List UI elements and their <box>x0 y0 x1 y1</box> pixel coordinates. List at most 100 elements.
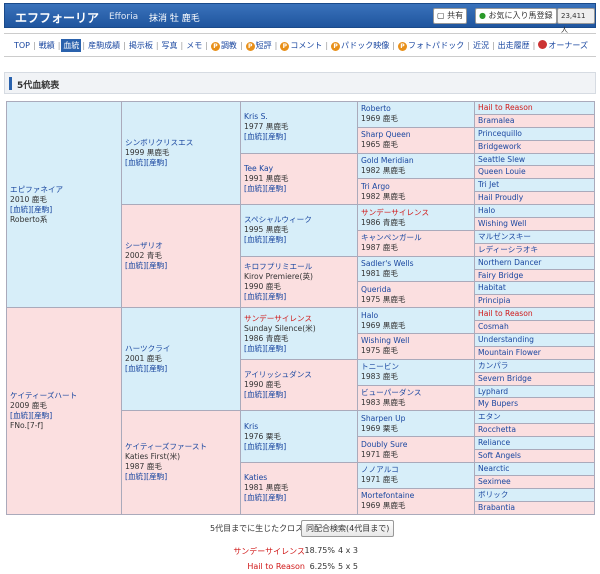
ancestor-name[interactable]: Understanding <box>478 334 534 344</box>
ancestor-name[interactable]: Bridgework <box>478 141 522 151</box>
ancestor-name[interactable]: ビューパーダンス <box>361 387 422 397</box>
nav-item[interactable]: メモ <box>184 39 204 52</box>
ancestor-name[interactable]: Seattle Slew <box>478 154 526 164</box>
ancestor-links[interactable]: [血統][産駒] <box>10 410 53 420</box>
nav-separator: | <box>33 40 36 50</box>
ancestor-name[interactable]: エピファネイア <box>10 184 64 194</box>
ancestor-name[interactable]: スペシャルウィーク <box>244 215 312 225</box>
ancestor-name[interactable]: ボリック <box>478 489 509 499</box>
horse-name: エフフォーリア <box>15 11 100 25</box>
ancestor-name[interactable]: Kris <box>244 421 259 431</box>
ancestor-name[interactable]: Sharpen Up <box>361 413 406 423</box>
ancestor-name[interactable]: シンボリクリスエス <box>125 138 194 148</box>
cross-search-button[interactable]: 同配合検索(4代目まで) <box>301 520 395 537</box>
nav-item[interactable]: P パドック映像 <box>329 39 391 52</box>
ancestor-name[interactable]: Hail Proudly <box>478 193 524 203</box>
ancestor-name[interactable]: Sharp Queen <box>361 130 411 140</box>
ancestor-name[interactable]: Fairy Bridge <box>478 270 524 280</box>
ancestor-name[interactable]: キャンペンガール <box>361 233 422 243</box>
ancestor-links[interactable]: [血統][産駒] <box>244 291 287 301</box>
ancestor-name[interactable]: エタン <box>478 412 501 422</box>
ancestor-name[interactable]: Roberto <box>361 104 391 114</box>
ancestor-name[interactable]: ケイティーズファースト <box>125 442 208 452</box>
ancestor-name[interactable]: Wishing Well <box>478 218 527 228</box>
ancestor-name[interactable]: アイリッシュダンス <box>244 370 312 380</box>
ancestor-links[interactable]: [血統][産駒] <box>125 261 168 271</box>
ancestor-name[interactable]: Lyphard <box>478 386 509 396</box>
ancestor-links[interactable]: [血統][産駒] <box>244 235 287 245</box>
ancestor-name[interactable]: Cosmah <box>478 322 509 332</box>
ancestor-name[interactable]: Tri Jet <box>478 180 500 190</box>
nav-item[interactable]: 出走履歴 <box>496 39 532 52</box>
nav-item[interactable]: 写真 <box>160 39 180 52</box>
ancestor-name[interactable]: Habitat <box>478 283 506 293</box>
ancestor-links[interactable]: [血統][産駒] <box>244 132 287 142</box>
nav-item[interactable]: 掲示板 <box>127 39 155 52</box>
ancestor-name[interactable]: Hail to Reason <box>478 102 533 112</box>
ancestor-name[interactable]: Brabantia <box>478 502 516 512</box>
ancestor-name[interactable]: Rocchetta <box>478 425 517 435</box>
ancestor-name[interactable]: ケイティーズハート <box>10 390 78 400</box>
ancestor-name[interactable]: マルゼンスキー <box>478 231 532 241</box>
ancestor-name[interactable]: Soft Angels <box>478 450 521 460</box>
ancestor-name[interactable]: キロフプリミエール <box>244 261 313 271</box>
ancestor-links[interactable]: [血統][産駒] <box>244 183 287 193</box>
ancestor-links[interactable]: [血統][産駒] <box>244 441 287 451</box>
ancestor-name[interactable]: カンパラ <box>478 360 509 370</box>
ancestor-name[interactable]: ハーツクライ <box>125 344 171 354</box>
ancestor-birth: 1987 鹿毛 <box>125 462 162 472</box>
ancestor-name[interactable]: Sadler's Wells <box>361 259 414 269</box>
ancestor-links[interactable]: [血統][産駒] <box>125 364 168 374</box>
ancestor-name[interactable]: Princequillo <box>478 128 522 138</box>
ancestor-name[interactable]: Reliance <box>478 438 511 448</box>
ancestor-name[interactable]: Halo <box>361 310 379 320</box>
ancestor-name[interactable]: レディーシラオキ <box>478 244 539 254</box>
nav-item[interactable]: TOP <box>12 40 32 51</box>
nav-item[interactable]: 戦績 <box>37 39 57 52</box>
ancestor-name[interactable]: Tee Kay <box>244 163 274 173</box>
ancestor-name[interactable]: Mountain Flower <box>478 347 541 357</box>
ancestor-links[interactable]: [血統][産駒] <box>125 158 168 168</box>
ancestor-name[interactable]: Tri Argo <box>361 181 390 191</box>
ancestor-name[interactable]: Severn Bridge <box>478 373 532 383</box>
ancestor-name[interactable]: My Bupers <box>478 399 519 409</box>
ancestor-links[interactable]: [血統][産駒] <box>125 472 168 482</box>
ancestor-name[interactable]: Queen Louie <box>478 167 526 177</box>
ancestor-name[interactable]: Hail to Reason <box>478 309 533 319</box>
ancestor-name[interactable]: Kris S. <box>244 112 268 122</box>
nav-item[interactable]: 血統 <box>61 38 82 52</box>
ancestor-name[interactable]: Principia <box>478 296 511 306</box>
ancestor-name[interactable]: Bramalea <box>478 115 515 125</box>
ancestor-name[interactable]: Querida <box>361 284 392 294</box>
ancestor-name[interactable]: サンデーサイレンス <box>361 207 430 217</box>
nav-item[interactable]: オーナーズ <box>536 39 590 52</box>
ancestor-name[interactable]: サンデーサイレンス <box>244 313 313 323</box>
ancestor-links[interactable]: [血統][産駒] <box>244 343 287 353</box>
ancestor-links[interactable]: [血統][産駒] <box>244 390 287 400</box>
ancestor-name[interactable]: ノノアルコ <box>361 465 399 475</box>
ancestor-links[interactable]: [血統][産駒] <box>244 493 287 503</box>
nav-item[interactable]: P 調教 <box>209 39 239 52</box>
nav-item[interactable]: 産駒成績 <box>86 39 122 52</box>
ancestor-name[interactable]: Mortefontaine <box>361 491 415 501</box>
ancestor-name[interactable]: トニービン <box>361 362 399 372</box>
nav-item[interactable]: P 短評 <box>244 39 274 52</box>
cross-name[interactable]: Hail to Reason <box>247 562 305 571</box>
share-button[interactable]: ▢ 共有 <box>433 8 468 24</box>
nav-item[interactable]: 近況 <box>471 39 491 52</box>
ancestor-links[interactable]: [血統][産駒] <box>10 204 53 214</box>
ancestor-name[interactable]: Wishing Well <box>361 336 410 346</box>
nav-label: 血統 <box>63 40 80 50</box>
ancestor-name[interactable]: Northern Dancer <box>478 257 542 267</box>
ancestor-name[interactable]: Seximee <box>478 476 511 486</box>
favorite-button[interactable]: ● お気に入り馬登録 <box>475 8 557 24</box>
ancestor-name[interactable]: シーザリオ <box>125 241 163 251</box>
ancestor-name[interactable]: Doubly Sure <box>361 439 408 449</box>
cross-name[interactable]: サンデーサイレンス <box>233 547 305 556</box>
ancestor-name[interactable]: Halo <box>478 206 496 216</box>
ancestor-name[interactable]: Nearctic <box>478 463 510 473</box>
nav-item[interactable]: P フォトパドック <box>396 39 466 52</box>
ancestor-name[interactable]: Gold Meridian <box>361 155 414 165</box>
nav-item[interactable]: P コメント <box>278 39 324 52</box>
ancestor-name[interactable]: Katies <box>244 473 268 483</box>
